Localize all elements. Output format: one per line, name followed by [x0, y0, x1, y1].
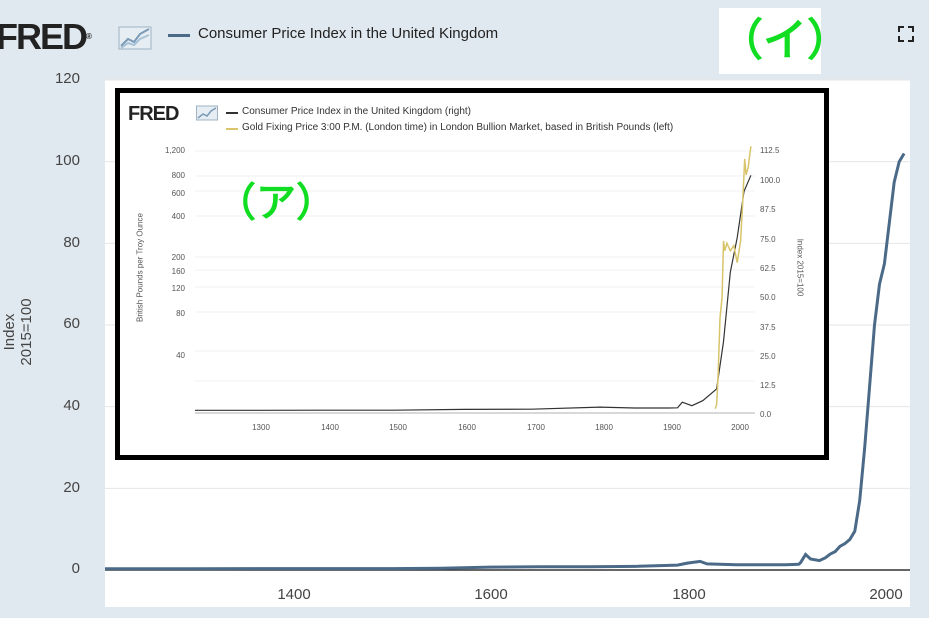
- inset-right-tick: 62.5: [760, 264, 776, 273]
- inset-legend-swatch-gold: [226, 128, 238, 130]
- inset-x-tick: 1900: [663, 423, 681, 432]
- annotation-label-a: （ア）: [216, 180, 336, 226]
- inset-left-tick: 80: [176, 309, 185, 318]
- inset-right-tick: 37.5: [760, 323, 776, 332]
- inset-cpi-series-line: [195, 175, 752, 411]
- inset-x-tick: 1600: [458, 423, 476, 432]
- inset-fred-logo: FRED: [128, 103, 179, 125]
- inset-left-tick: 600: [171, 189, 185, 198]
- inset-left-tick: 800: [171, 171, 185, 180]
- inset-right-tick: 25.0: [760, 352, 776, 361]
- inset-x-tick: 2000: [731, 423, 749, 432]
- inset-right-tick: 12.5: [760, 381, 776, 390]
- inset-x-tick: 1400: [321, 423, 339, 432]
- inset-right-tick: 112.5: [760, 146, 780, 155]
- x-tick-label: 1800: [672, 586, 706, 603]
- inset-legend-swatch-cpi: [226, 112, 238, 114]
- inset-x-tick: 1700: [527, 423, 545, 432]
- legend-swatch-cpi: [168, 34, 190, 37]
- y-tick-label: 20: [63, 479, 80, 496]
- inset-chart-svg: [195, 146, 755, 414]
- x-tick-label: 1400: [277, 586, 311, 603]
- y-tick-label: 100: [54, 152, 80, 169]
- y-tick-label: 40: [63, 397, 80, 414]
- inset-legend-label-gold: Gold Fixing Price 3:00 P.M. (London time…: [242, 122, 674, 133]
- inset-x-tick: 1300: [252, 423, 270, 432]
- inset-left-tick: 160: [171, 267, 185, 276]
- fred-logo[interactable]: FRED®: [0, 16, 92, 57]
- chart-header: FRED® Consumer Price Index in the United…: [0, 0, 929, 74]
- cpi-series-line: [105, 152, 906, 571]
- inset-fred-graph-icon: [196, 105, 218, 121]
- inset-left-tick: 400: [171, 212, 185, 221]
- fred-graph-icon: [118, 26, 152, 50]
- inset-gold-series-line: [714, 146, 752, 409]
- inset-right-tick: 50.0: [760, 293, 776, 302]
- inset-left-tick: 1,200: [164, 146, 185, 155]
- inset-right-tick: 100.0: [760, 176, 781, 185]
- inset-chart: FRED Consumer Price Index in the United …: [115, 88, 829, 460]
- legend-label-cpi: Consumer Price Index in the United Kingd…: [198, 25, 499, 42]
- x-tick-label: 1600: [474, 586, 508, 603]
- inset-left-tick: 200: [171, 253, 185, 262]
- y-tick-label: 120: [54, 70, 80, 87]
- fullscreen-icon[interactable]: [896, 24, 916, 44]
- y-tick-label: 0: [71, 560, 80, 577]
- inset-left-tick: 120: [171, 284, 185, 293]
- inset-x-tick: 1500: [389, 423, 407, 432]
- y-tick-label: 60: [63, 315, 80, 332]
- inset-right-tick: 75.0: [760, 235, 776, 244]
- inset-left-tick: 40: [176, 351, 185, 360]
- y-tick-label: 80: [63, 234, 80, 251]
- inset-legend-label-cpi: Consumer Price Index in the United Kingd…: [242, 106, 471, 117]
- x-tick-label: 2000: [869, 586, 903, 603]
- inset-right-tick: 87.5: [760, 205, 776, 214]
- inset-x-tick: 1800: [595, 423, 613, 432]
- inset-right-tick: 0.0: [760, 410, 772, 419]
